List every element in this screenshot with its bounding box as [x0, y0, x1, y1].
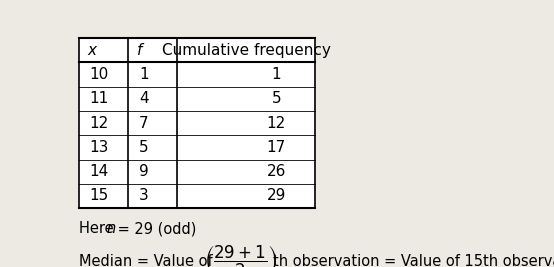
Text: 17: 17: [266, 140, 286, 155]
Text: 3: 3: [139, 189, 148, 203]
Text: 1: 1: [271, 67, 281, 82]
Text: 10: 10: [90, 67, 109, 82]
Text: 5: 5: [139, 140, 148, 155]
Text: 26: 26: [266, 164, 286, 179]
Text: 1: 1: [139, 67, 148, 82]
Text: $\left(\dfrac{29+1}{2}\right)$: $\left(\dfrac{29+1}{2}\right)$: [204, 244, 278, 267]
Text: 29: 29: [266, 189, 286, 203]
Text: n: n: [106, 221, 115, 236]
Text: 12: 12: [266, 116, 286, 131]
Text: 5: 5: [271, 91, 281, 106]
Text: 11: 11: [90, 91, 109, 106]
Text: Here: Here: [79, 221, 118, 236]
Text: = 29 (odd): = 29 (odd): [113, 221, 197, 236]
Text: th observation = Value of 15th observation = 13: th observation = Value of 15th observati…: [273, 254, 554, 267]
Text: 9: 9: [139, 164, 148, 179]
Text: 12: 12: [90, 116, 109, 131]
Text: Cumulative frequency: Cumulative frequency: [162, 43, 331, 58]
Text: 4: 4: [139, 91, 148, 106]
Text: x: x: [88, 43, 96, 58]
Text: Median = Value of: Median = Value of: [79, 254, 217, 267]
Text: 15: 15: [90, 189, 109, 203]
Text: 7: 7: [139, 116, 148, 131]
Text: 14: 14: [90, 164, 109, 179]
Text: 13: 13: [90, 140, 109, 155]
Text: f: f: [137, 43, 142, 58]
